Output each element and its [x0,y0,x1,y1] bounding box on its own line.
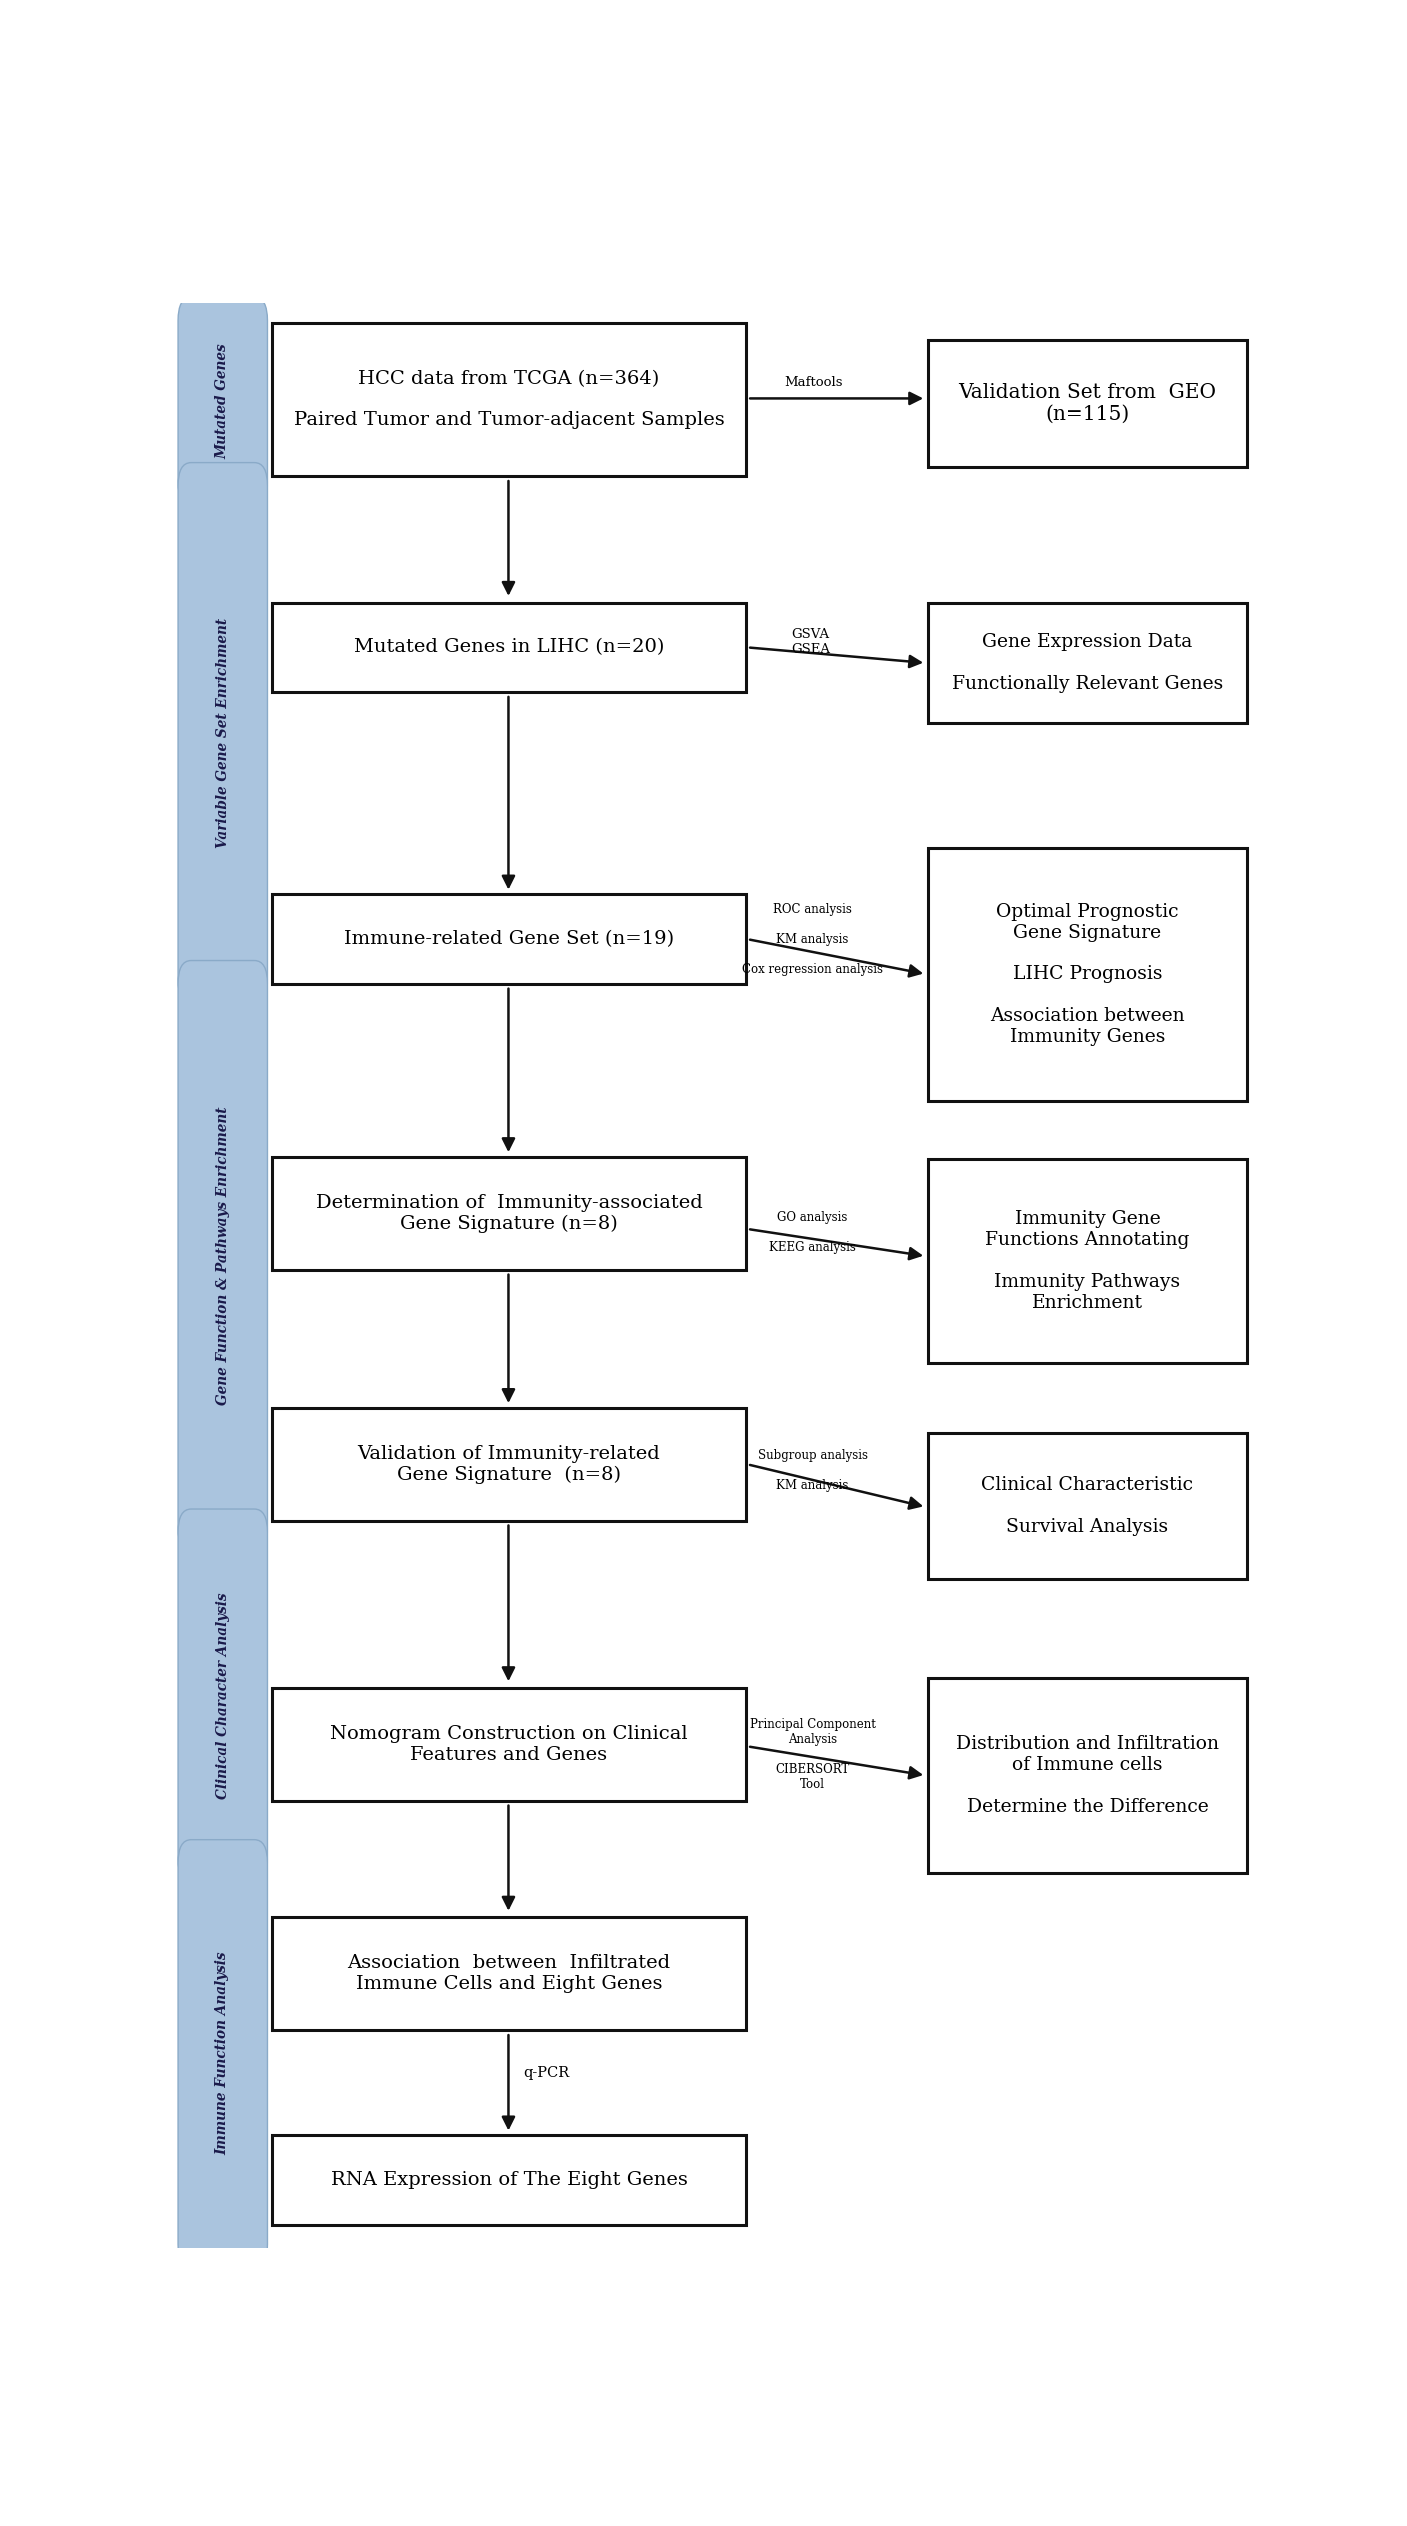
Text: Validation of Immunity-related
Gene Signature  (n=8): Validation of Immunity-related Gene Sign… [357,1445,660,1483]
Text: Optimal Prognostic
Gene Signature

LIHC Prognosis

Association between
Immunity : Optimal Prognostic Gene Signature LIHC P… [991,902,1185,1046]
FancyBboxPatch shape [272,1407,746,1521]
FancyBboxPatch shape [929,1159,1247,1364]
FancyBboxPatch shape [929,1677,1247,1872]
Text: Subgroup analysis

KM analysis: Subgroup analysis KM analysis [758,1447,868,1493]
Text: Clinical Character Analysis: Clinical Character Analysis [215,1591,229,1799]
FancyBboxPatch shape [272,894,746,983]
Text: Nomogram Construction on Clinical
Features and Genes: Nomogram Construction on Clinical Featur… [331,1725,688,1763]
FancyBboxPatch shape [179,960,267,1551]
Text: Immunity Gene
Functions Annotating

Immunity Pathways
Enrichment: Immunity Gene Functions Annotating Immun… [985,1210,1190,1311]
Text: RNA Expression of The Eight Genes: RNA Expression of The Eight Genes [331,2170,688,2190]
FancyBboxPatch shape [179,1508,267,1882]
Text: Principal Component
Analysis

CIBERSORT
Tool: Principal Component Analysis CIBERSORT T… [750,1718,875,1791]
FancyBboxPatch shape [272,604,746,692]
Text: Gene Expression Data

Functionally Relevant Genes: Gene Expression Data Functionally Releva… [953,634,1223,692]
Text: Clinical Characteristic

Survival Analysis: Clinical Characteristic Survival Analysi… [982,1475,1193,1536]
FancyBboxPatch shape [929,341,1247,467]
Text: Validation Set from  GEO
(n=115): Validation Set from GEO (n=115) [958,384,1217,424]
FancyBboxPatch shape [929,604,1247,722]
Text: Determination of  Immunity-associated
Gene Signature (n=8): Determination of Immunity-associated Gen… [315,1195,702,1233]
FancyBboxPatch shape [272,2134,746,2225]
Text: Distribution and Infiltration
of Immune cells

Determine the Difference: Distribution and Infiltration of Immune … [955,1735,1218,1816]
Text: HCC data from TCGA (n=364)

Paired Tumor and Tumor-adjacent Samples: HCC data from TCGA (n=364) Paired Tumor … [294,369,725,429]
Text: Maftools: Maftools [785,376,843,389]
FancyBboxPatch shape [272,1687,746,1801]
FancyBboxPatch shape [272,1157,746,1271]
Text: Immune-related Gene Set (n=19): Immune-related Gene Set (n=19) [343,930,674,947]
Text: Association  between  Infiltrated
Immune Cells and Eight Genes: Association between Infiltrated Immune C… [348,1955,671,1993]
FancyBboxPatch shape [929,1432,1247,1579]
Text: GO analysis

KEEG analysis: GO analysis KEEG analysis [770,1212,855,1255]
Text: Mutated Genes in LIHC (n=20): Mutated Genes in LIHC (n=20) [353,639,664,657]
FancyBboxPatch shape [179,298,267,505]
Text: ROC analysis

KM analysis

Cox regression analysis: ROC analysis KM analysis Cox regression … [741,902,884,975]
Text: Gene Function & Pathways Enrichment: Gene Function & Pathways Enrichment [215,1106,229,1404]
Text: GSVA
GSEA: GSVA GSEA [791,626,830,657]
FancyBboxPatch shape [272,323,746,477]
Text: q-PCR: q-PCR [523,2066,570,2079]
FancyBboxPatch shape [179,1839,267,2268]
Text: Mutated Genes: Mutated Genes [215,344,229,460]
Text: Variable Gene Set Enrichment: Variable Gene Set Enrichment [215,619,229,849]
Text: Immune Function Analysis: Immune Function Analysis [215,1953,229,2155]
FancyBboxPatch shape [929,849,1247,1101]
FancyBboxPatch shape [179,462,267,1003]
FancyBboxPatch shape [272,1917,746,2031]
